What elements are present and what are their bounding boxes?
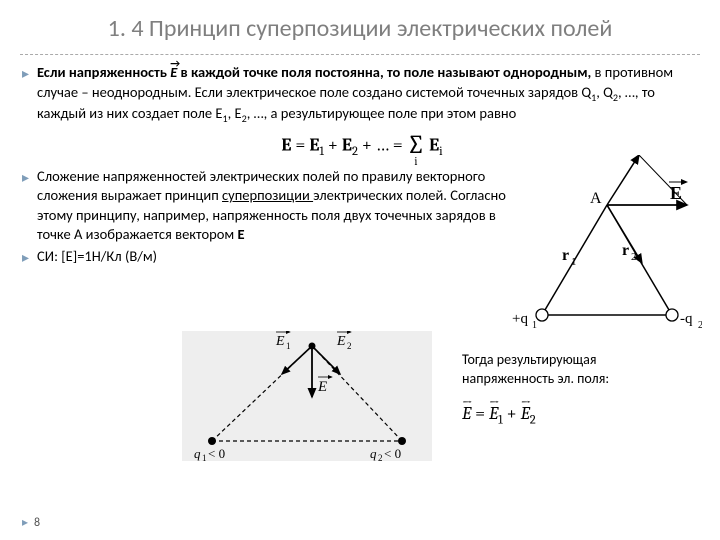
final-formula: →E = →E1 + →E2 bbox=[462, 388, 609, 430]
paragraph-1-text: Если напряженность →E в каждой точке пол… bbox=[37, 63, 702, 126]
lbl-q2-sub: 2 bbox=[378, 453, 383, 461]
bottom-row: E 1 E 2 E q 1 < 0 q 2 < 0 Тогда результи… bbox=[22, 331, 702, 461]
si-row: ▸ СИ: [E]=1Н/Кл (В/м) bbox=[22, 245, 506, 268]
mf-Ei: E bbox=[429, 134, 439, 155]
content-area: ▸ Если напряженность →E в каждой точке п… bbox=[0, 63, 720, 461]
ff-E: →E bbox=[462, 402, 471, 426]
lbl-E: E bbox=[317, 379, 327, 395]
label-q1: +q bbox=[512, 311, 528, 327]
vector-E-inline: →E bbox=[170, 63, 177, 83]
paragraph-1: ▸ Если напряженность →E в каждой точке п… bbox=[22, 63, 702, 126]
label-E: E bbox=[670, 183, 682, 203]
bullet-icon: ▸ bbox=[22, 247, 37, 268]
label-q2-sub: 2 bbox=[698, 320, 702, 331]
lbl-E2-sub: 2 bbox=[347, 341, 352, 351]
mf-E1: E bbox=[309, 134, 319, 155]
mf-eq: = bbox=[291, 134, 309, 155]
bt-line1: Тогда результирующая bbox=[462, 351, 609, 370]
mid-row: ▸ Сложение напряженностей электрических … bbox=[22, 167, 702, 335]
label-r1: r bbox=[562, 247, 569, 264]
diagram-right-svg: A E r 1 r 2 +q 1 -q 2 bbox=[512, 155, 702, 335]
label-r2: r bbox=[622, 242, 629, 259]
slide-title: 1. 4 Принцип суперпозиции электрических … bbox=[0, 0, 720, 50]
ff-E2: →E bbox=[521, 402, 530, 426]
ff-E1: →E bbox=[489, 402, 498, 426]
lbl-q2-cond: < 0 bbox=[384, 446, 401, 461]
page-number: ▸8 bbox=[22, 515, 40, 530]
p1-lead-bold2: в каждой точке поля постоянна, то поле н… bbox=[177, 63, 591, 81]
si-text: СИ: [E]=1Н/Кл (В/м) bbox=[37, 247, 157, 267]
lbl-E1-sub: 1 bbox=[286, 341, 291, 351]
mf-dots: + … = bbox=[358, 134, 407, 155]
main-formula: E = E1 + E2 + … = ∑i Ei bbox=[158, 126, 566, 167]
ff-plus: + bbox=[503, 403, 521, 424]
bullet-icon: ▸ bbox=[22, 63, 37, 84]
lbl-E1: E bbox=[275, 334, 285, 349]
p1-rest4: , E bbox=[228, 104, 242, 122]
lbl-q1-sub: 1 bbox=[202, 453, 207, 461]
label-q2: -q bbox=[680, 311, 693, 327]
paragraph-2: ▸ Сложение напряженностей электрических … bbox=[22, 167, 506, 245]
label-r2-sub: 2 bbox=[631, 251, 637, 263]
lbl-q1-cond: < 0 bbox=[208, 446, 225, 461]
label-q1-sub: 1 bbox=[532, 320, 537, 331]
p1-rest5: , …, а результирующее поле при этом равн… bbox=[247, 104, 517, 122]
lbl-E2: E bbox=[336, 334, 346, 349]
ff-s2: 2 bbox=[530, 414, 536, 428]
bt-line2: напряженность эл. поля: bbox=[462, 370, 609, 389]
lbl-q1: q bbox=[194, 446, 201, 461]
ff-eq: = bbox=[471, 403, 489, 424]
page-number-value: 8 bbox=[34, 516, 40, 530]
bullet-icon: ▸ bbox=[22, 167, 37, 188]
superposition-diagram-bottom: E 1 E 2 E q 1 < 0 q 2 < 0 bbox=[182, 331, 432, 461]
mf-E2: E bbox=[342, 134, 352, 155]
page-bullet-icon: ▸ bbox=[22, 516, 34, 530]
diagram-bottom-svg: E 1 E 2 E q 1 < 0 q 2 < 0 bbox=[182, 331, 432, 461]
sigma-icon: ∑i bbox=[407, 132, 425, 160]
mf-si: i bbox=[439, 145, 443, 159]
mid-text-block: ▸ Сложение напряженностей электрических … bbox=[22, 167, 512, 335]
label-A: A bbox=[590, 190, 602, 207]
bottom-text-block: Тогда результирующая напряженность эл. п… bbox=[432, 331, 609, 461]
mf-plus: + bbox=[324, 134, 342, 155]
lbl-q2: q bbox=[370, 446, 377, 461]
mf-E: E bbox=[281, 134, 291, 155]
p2-E: E bbox=[237, 225, 244, 243]
label-r1-sub: 1 bbox=[571, 256, 577, 268]
paragraph-2-text: Сложение напряженностей электрических по… bbox=[37, 167, 506, 245]
p1-rest2: , Q bbox=[596, 83, 613, 101]
title-divider bbox=[20, 54, 700, 55]
p2-under: суперпозиции bbox=[222, 186, 313, 204]
superposition-diagram-right: A E r 1 r 2 +q 1 -q 2 bbox=[512, 155, 702, 335]
p1-lead-bold: Если напряженность bbox=[37, 63, 170, 81]
